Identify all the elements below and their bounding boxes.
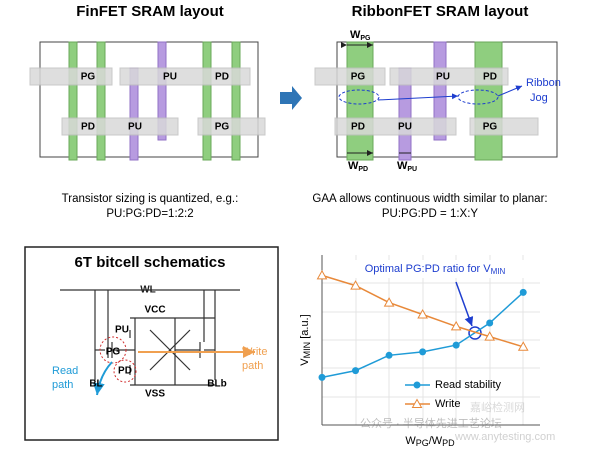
path-label: path — [242, 360, 263, 372]
chart: VMIN [a.u.] WPG/WPD Optimal PG:PD ratio … — [299, 255, 540, 448]
jog-label: Jog — [530, 92, 548, 104]
width-label: WPU — [397, 160, 417, 173]
y-label: VMIN [a.u.] — [299, 314, 312, 365]
grid — [322, 255, 540, 425]
label: PU — [436, 72, 450, 83]
point — [519, 288, 527, 296]
finfet-layout: PG PU PD PD PU PG — [29, 41, 266, 161]
point — [452, 341, 460, 349]
ribbonfet-layout: PG PU PD PD PU PG WPG WPD WPU Ribbon Jog — [314, 29, 561, 173]
width-label: WPD — [348, 160, 368, 173]
svg-text:www.anytesting.com: www.anytesting.com — [454, 431, 555, 443]
label: PU — [128, 122, 142, 133]
label: PG — [351, 72, 366, 83]
point — [385, 351, 393, 359]
node-label: PU — [115, 325, 129, 336]
node-label: VCC — [144, 305, 165, 316]
caption: PU:PG:PD = 1:X:Y — [382, 208, 479, 220]
point — [352, 367, 360, 375]
point — [350, 280, 361, 290]
annotation: Optimal PG:PD ratio for VMIN — [365, 263, 506, 276]
caption: GAA allows continuous width similar to p… — [312, 193, 547, 205]
path-label: Read — [52, 365, 78, 377]
path-label: Write — [242, 346, 267, 358]
legend-marker — [413, 381, 421, 389]
schematic-title: 6T bitcell schematics — [75, 254, 226, 271]
node-label: WL — [140, 285, 156, 296]
label: PD — [81, 122, 95, 133]
point — [419, 348, 427, 356]
node-label: PD — [118, 366, 132, 377]
svg-text:公众号 · 半导体先进工艺论坛: 公众号 · 半导体先进工艺论坛 — [360, 416, 502, 430]
title: FinFET SRAM layout — [76, 3, 224, 20]
annotation-arrow — [455, 281, 474, 327]
label: PD — [351, 122, 365, 133]
title: RibbonFET SRAM layout — [352, 3, 529, 20]
point — [417, 308, 428, 319]
point — [316, 269, 328, 280]
point — [318, 373, 326, 381]
path-label: path — [52, 379, 73, 391]
point — [486, 319, 494, 327]
node-label: PG — [106, 347, 121, 358]
arrow — [280, 86, 302, 110]
point — [383, 297, 395, 307]
legend-label: Read stability — [435, 379, 502, 391]
caption: PU:PG:PD=1:2:2 — [106, 208, 193, 220]
legend-label: Write — [435, 398, 460, 410]
x-label: WPG/WPD — [405, 435, 455, 448]
label: PU — [398, 122, 412, 133]
jog-label: Ribbon — [526, 77, 561, 89]
label: PD — [215, 72, 229, 83]
optimum — [468, 326, 482, 340]
label: PG — [215, 122, 230, 133]
node-label: BLb — [207, 379, 226, 390]
annotation-box — [340, 260, 530, 278]
node-label: VSS — [145, 389, 165, 400]
point — [450, 320, 462, 331]
label: PG — [81, 72, 96, 83]
label: PU — [163, 72, 177, 83]
caption: Transistor sizing is quantized, e.g.: — [62, 193, 239, 205]
node-label: BL — [89, 379, 102, 390]
label: PG — [483, 122, 498, 133]
point — [517, 341, 529, 351]
svg-text:嘉峪检测网: 嘉峪检测网 — [470, 400, 525, 414]
schematic: 6T bitcell schematics WL VCC PU PG PD BL… — [24, 246, 279, 441]
label: PD — [483, 72, 497, 83]
watermark: 公众号 · 半导体先进工艺论坛 嘉峪检测网 www.anytesting.com — [360, 400, 555, 443]
width-label: WPG — [350, 29, 371, 42]
point — [484, 331, 496, 341]
legend-marker — [411, 398, 423, 408]
